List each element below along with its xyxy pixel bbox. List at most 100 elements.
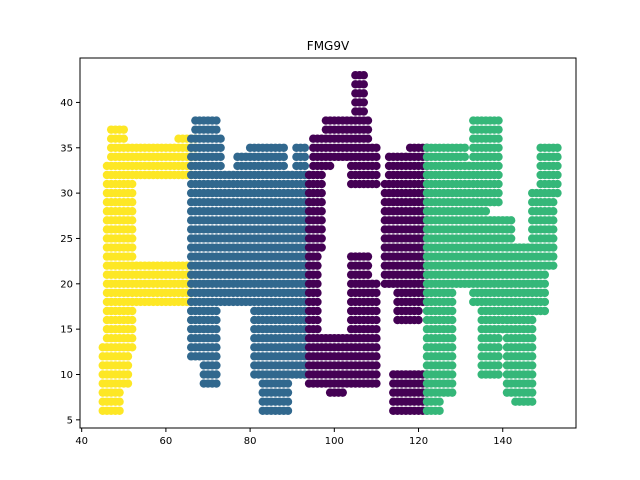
scatter-point [414,315,423,325]
scatter-point [212,370,221,379]
scatter-point [313,270,322,279]
scatter-point [304,379,314,388]
scatter-point [372,352,381,361]
scatter-point [553,170,562,180]
scatter-point [448,334,457,343]
scatter-point [422,379,432,388]
x-tick-label: 140 [493,436,512,447]
scatter-point [414,306,423,316]
scatter-point [540,279,550,289]
scatter-point [494,370,503,379]
scatter-point [372,143,381,152]
scatter-point [119,134,128,143]
scatter-point [102,288,112,298]
scatter-point [317,188,326,198]
scatter-point [372,315,381,325]
scatter-point [372,343,381,352]
scatter-point [317,234,326,243]
scatter-point [494,143,503,152]
scatter-point [317,216,326,225]
scatter-point [359,71,368,80]
scatter-point [195,288,204,298]
scatter-point [553,179,562,189]
scatter-point [128,315,137,325]
scatter-point [549,261,558,270]
scatter-point [123,352,133,361]
scatter-point [195,297,204,307]
y-tick-label: 15 [60,325,73,336]
scatter-point [128,225,137,234]
scatter-point [549,234,558,243]
scatter-point [448,361,457,370]
scatter-point [553,143,562,152]
scatter-point [363,270,373,279]
scatter-point [216,152,225,162]
scatter-point [102,252,112,261]
scatter-point [212,125,221,134]
scatter-point [128,252,137,261]
x-tick-label: 120 [409,436,428,447]
scatter-point [195,270,204,279]
scatter-point [216,134,225,143]
y-tick-label: 10 [60,370,73,381]
scatter-point [115,406,124,415]
scatter-point [448,343,457,352]
scatter-point [283,379,293,388]
scatter-point [494,134,503,143]
y-tick-label: 30 [60,189,73,200]
scatter-point [317,243,326,252]
scatter-point [506,234,516,243]
scatter-point [553,152,562,162]
scatter-point [435,406,444,415]
scatter-point [102,234,112,243]
scatter-point [123,370,133,379]
y-tick-label: 25 [60,234,73,245]
scatter-point [317,197,326,207]
scatter-point [195,279,204,289]
scatter-point [128,197,137,207]
scatter-point [359,98,368,107]
scatter-point [212,352,221,361]
scatter-point [212,334,221,343]
x-tick-label: 60 [160,436,173,447]
series-g [304,71,432,415]
scatter-point [102,161,112,171]
scatter-point [448,388,457,397]
scatter-points [98,71,562,415]
scatter-point [102,279,112,289]
scatter-point [128,306,137,316]
scatter-point [460,152,470,162]
scatter-point [212,343,221,352]
scatter-point [283,388,293,397]
scatter-point [325,161,335,171]
series-m [186,116,314,415]
scatter-point [102,179,112,189]
scatter-point [448,288,457,298]
scatter-point [102,315,112,325]
scatter-point [300,161,310,171]
scatter-point [528,361,537,370]
scatter-point [448,370,457,379]
scatter-point [363,134,373,143]
scatter-point [195,352,204,361]
scatter-point [300,143,310,152]
scatter-point [195,315,204,325]
scatter-point [123,379,133,388]
scatter-point [372,179,381,189]
scatter-point [304,352,314,361]
scatter-point [128,179,137,189]
scatter-point [128,324,137,334]
scatter-point [283,406,293,415]
y-tick-label: 5 [67,415,73,426]
scatter-point [313,279,322,289]
scatter-point [359,89,368,98]
scatter-point [372,161,381,171]
scatter-point [102,243,112,252]
y-tick-label: 35 [60,143,73,154]
scatter-point [372,324,381,334]
scatter-point [528,334,537,343]
scatter-point [128,207,137,216]
scatter-point [304,343,314,352]
scatter-point [102,261,112,270]
